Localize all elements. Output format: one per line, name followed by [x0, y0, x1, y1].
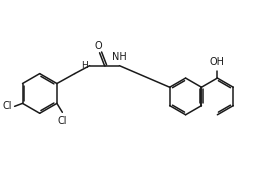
Text: Cl: Cl [2, 101, 12, 111]
Text: O: O [95, 41, 102, 51]
Text: NH: NH [112, 52, 127, 62]
Text: Cl: Cl [58, 116, 67, 126]
Text: OH: OH [210, 57, 225, 67]
Text: H: H [81, 61, 88, 70]
